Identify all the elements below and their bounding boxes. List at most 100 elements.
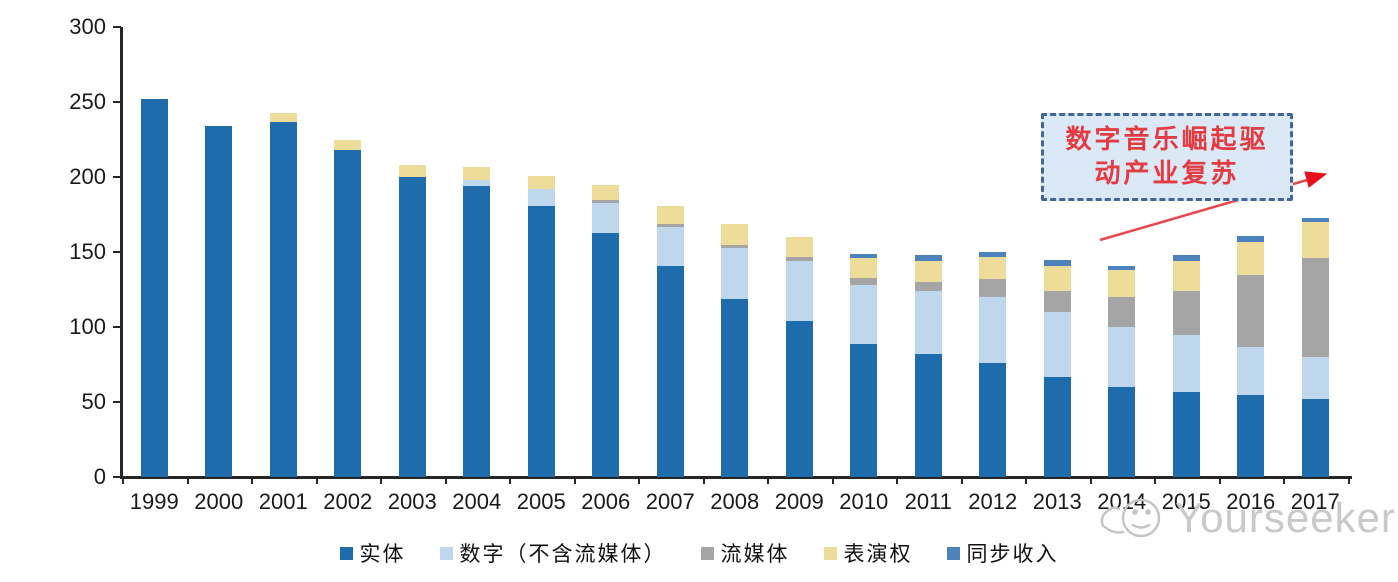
- bar-segment-流媒体-2015: [1172, 291, 1200, 335]
- bar-segment-表演权-2017: [1301, 222, 1329, 258]
- bar-segment-实体-2006: [592, 232, 620, 477]
- bar-segment-数字（不含流媒体）-2006: [592, 202, 620, 233]
- legend-item-数字（不含流媒体）: 数字（不含流媒体）: [439, 538, 667, 568]
- bar-segment-同步收入-2014: [1108, 265, 1136, 270]
- y-axis-label: 100: [69, 314, 106, 339]
- y-axis-label: 300: [69, 14, 106, 39]
- bar-segment-实体-2011: [914, 354, 942, 477]
- bar-segment-实体-2010: [850, 343, 878, 477]
- x-axis-tick: [509, 477, 511, 484]
- legend-swatch: [439, 546, 453, 560]
- x-axis-label-1999: 1999: [129, 489, 179, 514]
- legend-item-流媒体: 流媒体: [700, 538, 790, 568]
- x-axis-label-2013: 2013: [1032, 489, 1082, 514]
- x-axis-tick: [1347, 477, 1350, 484]
- annotation-callout: 数字音乐崛起驱 动产业复苏: [1041, 113, 1293, 201]
- bar-segment-实体-2003: [398, 177, 426, 477]
- x-axis-label-2008: 2008: [710, 489, 760, 514]
- bar-segment-同步收入-2015: [1172, 255, 1200, 261]
- x-axis-label-2012: 2012: [968, 489, 1018, 514]
- annotation-text-line2: 动产业复苏: [1094, 159, 1240, 188]
- bar-segment-表演权-2012: [979, 256, 1007, 279]
- x-axis-tick: [315, 477, 318, 484]
- y-axis-tick: [113, 251, 121, 253]
- x-axis-label-2017: 2017: [1290, 489, 1340, 514]
- x-axis-tick: [1025, 477, 1027, 484]
- bar-segment-流媒体-2007: [656, 223, 684, 227]
- legend-item-同步收入: 同步收入: [946, 538, 1059, 568]
- bar-segment-数字（不含流媒体）-2011: [914, 291, 942, 354]
- x-axis-tick: [380, 477, 382, 484]
- x-axis-label-2006: 2006: [581, 489, 631, 514]
- bar-segment-流媒体-2006: [592, 199, 620, 203]
- bar-segment-数字（不含流媒体）-2010: [850, 285, 878, 344]
- bar-segment-流媒体-2008: [721, 244, 749, 248]
- x-axis-label-2015: 2015: [1161, 489, 1211, 514]
- bar-segment-数字（不含流媒体）-2014: [1108, 327, 1136, 387]
- legend-label: 同步收入: [966, 542, 1059, 566]
- x-axis-label-2002: 2002: [323, 489, 373, 514]
- bar-segment-流媒体-2010: [850, 277, 878, 285]
- bar-segment-表演权-2009: [785, 237, 813, 257]
- legend-label: 流媒体: [720, 542, 790, 566]
- legend-swatch: [339, 546, 353, 560]
- bar-segment-表演权-2014: [1108, 270, 1136, 297]
- legend-label: 表演权: [843, 542, 913, 566]
- bar-segment-流媒体-2013: [1043, 291, 1071, 312]
- bar-segment-实体-1999: [140, 99, 168, 477]
- y-axis-label: 50: [81, 389, 106, 414]
- bar-segment-实体-2015: [1172, 391, 1200, 477]
- legend-label: 数字（不含流媒体）: [459, 542, 667, 566]
- bar-segment-同步收入-2016: [1237, 235, 1265, 242]
- bar-segment-实体-2009: [785, 321, 813, 477]
- bar-segment-实体-2002: [334, 150, 362, 477]
- bar-segment-表演权-2008: [721, 223, 749, 245]
- x-axis-label-2009: 2009: [774, 489, 824, 514]
- x-axis-tick: [1283, 477, 1285, 484]
- bar-segment-表演权-2010: [850, 258, 878, 278]
- y-axis-tick: [113, 476, 121, 478]
- x-axis-label-2005: 2005: [516, 489, 566, 514]
- bar-segment-表演权-2003: [398, 165, 426, 177]
- bar-segment-实体-2017: [1301, 399, 1329, 477]
- x-axis-label-2001: 2001: [258, 489, 308, 514]
- bar-segment-数字（不含流媒体）-2016: [1237, 346, 1265, 395]
- y-axis-tick: [113, 26, 121, 28]
- x-axis-label-2010: 2010: [839, 489, 889, 514]
- bar-segment-同步收入-2017: [1301, 217, 1329, 222]
- legend-label: 实体: [359, 542, 406, 566]
- annotation-text-line1: 数字音乐崛起驱: [1065, 125, 1269, 154]
- legend-swatch: [823, 546, 837, 560]
- bar-segment-实体-2016: [1237, 394, 1265, 477]
- x-axis-tick: [1154, 477, 1156, 484]
- y-axis-line: [120, 27, 123, 478]
- x-axis-label-2003: 2003: [387, 489, 437, 514]
- yourseeker-logo-icon: [1100, 498, 1161, 538]
- bar-segment-数字（不含流媒体）-2015: [1172, 334, 1200, 392]
- y-axis-tick: [113, 176, 121, 178]
- bar-segment-同步收入-2013: [1043, 259, 1071, 266]
- x-axis-tick: [896, 477, 898, 484]
- bar-segment-数字（不含流媒体）-2004: [463, 180, 491, 186]
- legend-swatch: [700, 546, 714, 560]
- y-axis-tick: [113, 101, 121, 103]
- y-axis-label: 250: [69, 89, 106, 114]
- bar-segment-数字（不含流媒体）-2005: [527, 189, 555, 206]
- watermark-text: Yourseeker: [1175, 494, 1396, 541]
- bar-segment-数字（不含流媒体）-2009: [785, 261, 813, 321]
- watermark: Yourseeker: [1093, 492, 1396, 544]
- bar-segment-实体-2001: [269, 121, 297, 477]
- x-axis-label-2007: 2007: [645, 489, 695, 514]
- bar-segment-表演权-2015: [1172, 261, 1200, 291]
- bar-segment-表演权-2005: [527, 175, 555, 189]
- bar-segment-流媒体-2012: [979, 279, 1007, 297]
- bar-segment-表演权-2011: [914, 261, 942, 282]
- bar-segment-表演权-2002: [334, 139, 362, 150]
- bar-segment-流媒体-2009: [785, 256, 813, 261]
- bar-segment-实体-2000: [205, 126, 233, 477]
- bar-segment-同步收入-2012: [979, 252, 1007, 257]
- bar-segment-实体-2005: [527, 205, 555, 477]
- bar-segment-实体-2014: [1108, 387, 1136, 477]
- legend-swatch: [946, 546, 960, 560]
